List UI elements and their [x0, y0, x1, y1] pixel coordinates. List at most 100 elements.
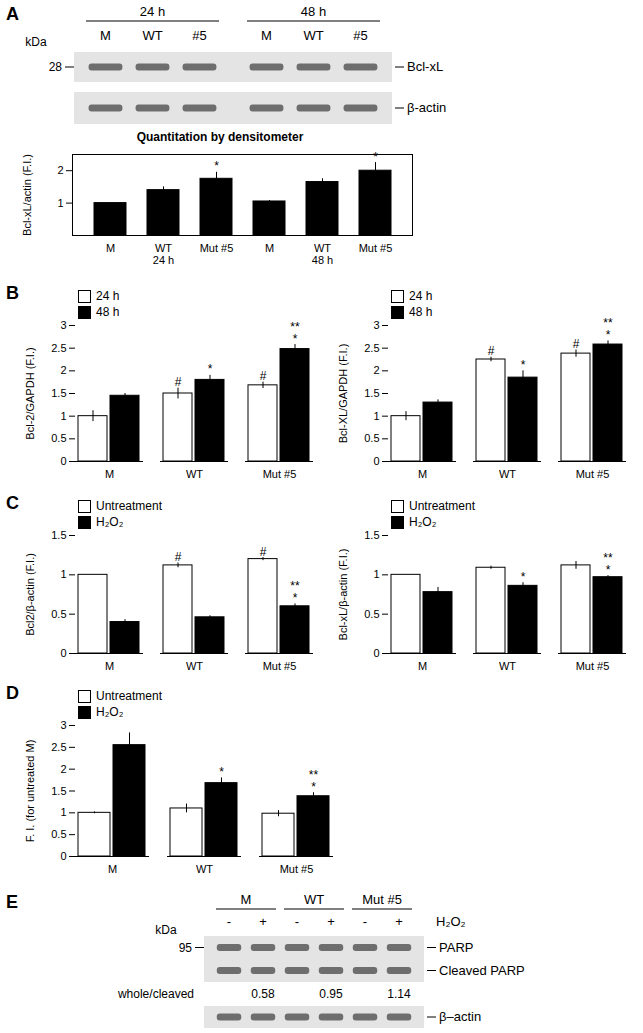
- svg-text:+: +: [395, 914, 403, 929]
- svg-text:WT: WT: [155, 242, 172, 254]
- svg-text:*: *: [521, 358, 526, 372]
- svg-text:kDa: kDa: [155, 923, 177, 937]
- svg-text:#: #: [573, 337, 580, 351]
- svg-text:***: ***: [290, 320, 300, 346]
- svg-text:-: -: [363, 914, 367, 929]
- svg-text:***: ***: [309, 768, 319, 794]
- svg-text:2: 2: [373, 364, 379, 376]
- svg-text:#: #: [488, 344, 495, 358]
- svg-text:PARP: PARP: [439, 940, 473, 955]
- svg-text:*: *: [219, 765, 224, 779]
- svg-text:1: 1: [373, 410, 379, 422]
- svg-text:WT: WT: [186, 660, 203, 672]
- svg-text:0.5: 0.5: [364, 432, 379, 444]
- svg-text:*: *: [373, 150, 378, 164]
- svg-text:M: M: [418, 660, 427, 672]
- svg-text:Bcl-XL/GAPDH (F.I.): Bcl-XL/GAPDH (F.I.): [337, 344, 349, 444]
- svg-text:1.5: 1.5: [364, 529, 379, 541]
- svg-text:Cleaved PARP: Cleaved PARP: [439, 963, 525, 978]
- svg-text:***: ***: [290, 579, 300, 605]
- svg-text:95: 95: [179, 941, 193, 955]
- svg-text:0: 0: [373, 455, 379, 467]
- svg-text:E: E: [6, 892, 18, 912]
- svg-text:M: M: [418, 468, 427, 480]
- svg-text:0.58: 0.58: [251, 987, 275, 1001]
- svg-text:24 h: 24 h: [140, 4, 165, 19]
- svg-text:Bcl-2/GAPDH (F.I.): Bcl-2/GAPDH (F.I.): [24, 347, 36, 439]
- svg-text:#: #: [175, 550, 182, 564]
- svg-text:Mut #5: Mut #5: [576, 468, 610, 480]
- svg-text:*: *: [214, 159, 219, 173]
- svg-text:WT: WT: [303, 28, 323, 43]
- svg-text:Mut #5: Mut #5: [263, 660, 297, 672]
- svg-text:0: 0: [60, 455, 66, 467]
- svg-text:M: M: [106, 242, 115, 254]
- svg-text:Bcl-xL: Bcl-xL: [407, 59, 443, 74]
- svg-text:Mut #5: Mut #5: [200, 242, 234, 254]
- svg-text:1: 1: [60, 568, 66, 580]
- svg-text:2: 2: [60, 364, 66, 376]
- svg-text:WT: WT: [499, 660, 516, 672]
- svg-text:Bcl-xL/actin (F.I.): Bcl-xL/actin (F.I.): [21, 154, 33, 236]
- svg-text:Mut #5: Mut #5: [576, 660, 610, 672]
- svg-text:0: 0: [60, 647, 66, 659]
- svg-text:1.14: 1.14: [387, 987, 411, 1001]
- svg-text:WT: WT: [196, 863, 213, 875]
- svg-text:M: M: [261, 28, 272, 43]
- svg-text:48 h: 48 h: [301, 4, 326, 19]
- svg-text:M: M: [100, 28, 111, 43]
- svg-text:-: -: [295, 914, 299, 929]
- svg-text:0.5: 0.5: [51, 432, 66, 444]
- svg-text:*: *: [208, 362, 213, 376]
- svg-text:A: A: [6, 4, 19, 24]
- svg-text:24 h: 24 h: [153, 254, 174, 266]
- svg-text:WT: WT: [499, 468, 516, 480]
- svg-text:kDa: kDa: [25, 35, 47, 49]
- svg-text:***: ***: [603, 551, 613, 577]
- svg-text:M: M: [105, 660, 114, 672]
- svg-text:3: 3: [60, 719, 66, 731]
- svg-text:0.5: 0.5: [51, 828, 66, 840]
- svg-text:1.5: 1.5: [51, 785, 66, 797]
- svg-text:0: 0: [373, 647, 379, 659]
- svg-text:2.5: 2.5: [51, 741, 66, 753]
- svg-text:28: 28: [49, 60, 63, 74]
- svg-text:WT: WT: [186, 468, 203, 480]
- svg-text:1: 1: [57, 197, 63, 209]
- svg-text:1: 1: [60, 806, 66, 818]
- svg-text:Mut #5: Mut #5: [362, 892, 402, 907]
- svg-text:0.5: 0.5: [51, 608, 66, 620]
- svg-text:#5: #5: [192, 28, 206, 43]
- svg-text:***: ***: [603, 316, 613, 342]
- svg-text:3: 3: [60, 319, 66, 331]
- svg-text:Bcl-xL/β-actin (F.I.): Bcl-xL/β-actin (F.I.): [337, 549, 349, 641]
- svg-text:1: 1: [60, 410, 66, 422]
- svg-text:whole/cleaved: whole/cleaved: [117, 987, 194, 1001]
- svg-text:3: 3: [373, 319, 379, 331]
- svg-text:#: #: [175, 375, 182, 389]
- svg-text:48 h: 48 h: [312, 254, 333, 266]
- svg-text:1.5: 1.5: [51, 387, 66, 399]
- svg-text:+: +: [259, 914, 267, 929]
- svg-text:2.5: 2.5: [51, 342, 66, 354]
- svg-text:Mut #5: Mut #5: [263, 468, 297, 480]
- svg-text:WT: WT: [142, 28, 162, 43]
- svg-text:β–actin: β–actin: [439, 1009, 481, 1024]
- svg-text:Mut #5: Mut #5: [280, 863, 314, 875]
- svg-text:1: 1: [373, 568, 379, 580]
- svg-text:Bcl2/β-actin (F.I.): Bcl2/β-actin (F.I.): [24, 553, 36, 636]
- svg-text:#: #: [260, 545, 267, 559]
- svg-text:1.5: 1.5: [364, 387, 379, 399]
- svg-text:β-actin: β-actin: [407, 100, 446, 115]
- svg-text:2.5: 2.5: [364, 342, 379, 354]
- svg-text:WT: WT: [314, 242, 331, 254]
- svg-text:0.5: 0.5: [364, 608, 379, 620]
- svg-text:Mut #5: Mut #5: [359, 242, 393, 254]
- svg-text:2: 2: [60, 763, 66, 775]
- svg-text:0.95: 0.95: [319, 987, 343, 1001]
- svg-text:-: -: [227, 914, 231, 929]
- svg-text:F. I. (for untreated M): F. I. (for untreated M): [24, 740, 36, 843]
- svg-text:0: 0: [60, 850, 66, 862]
- svg-text:M: M: [105, 468, 114, 480]
- svg-text:M: M: [241, 892, 252, 907]
